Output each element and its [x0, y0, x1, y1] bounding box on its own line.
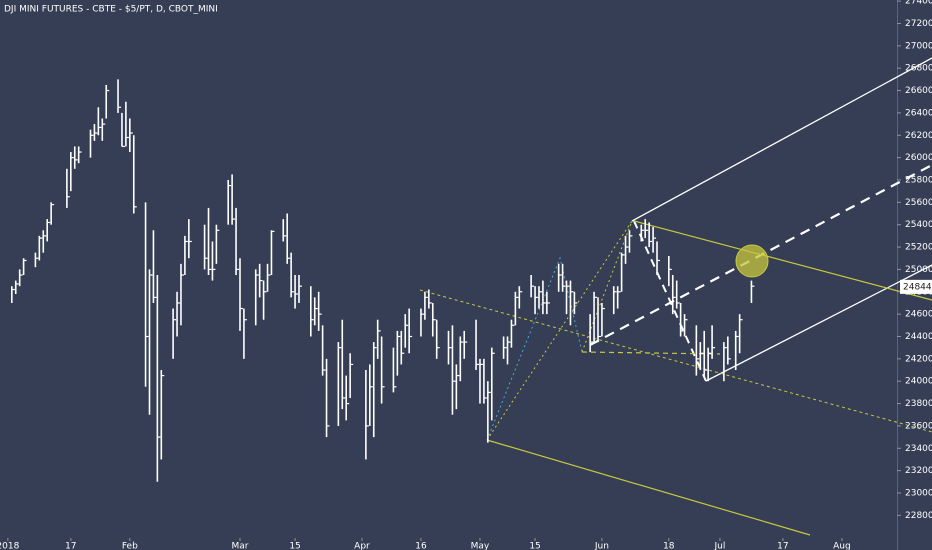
y-tick-label: 26800: [905, 64, 932, 74]
y-tick-label: 23000: [905, 488, 932, 498]
yellow-dashed: [419, 289, 932, 433]
x-tick-label: 17: [65, 542, 76, 550]
yellow-dotted: [581, 220, 633, 353]
y-tick-label: 26600: [905, 86, 932, 96]
y-tick-label: 23400: [905, 444, 932, 454]
y-tick-label: 24600: [905, 310, 932, 320]
x-tick-label: Aug: [833, 542, 851, 550]
blue-dotted: [486, 256, 583, 441]
pitchfork-upper: [631, 57, 932, 222]
x-tick-label: 18: [663, 542, 675, 550]
y-tick-label: 27400: [905, 0, 932, 7]
x-tick-label: 15: [529, 542, 540, 550]
y-tick-label: 27000: [905, 41, 932, 51]
y-tick-label: 26200: [905, 131, 932, 141]
pitchfork-lower: [705, 264, 932, 382]
y-tick-label: 23600: [905, 421, 932, 431]
yellow-line: [486, 439, 811, 536]
bars: [11, 79, 755, 482]
x-tick-label: 15: [289, 542, 300, 550]
y-tick-label: 27200: [905, 19, 932, 29]
x-tick-label: 2018: [0, 542, 20, 550]
x-tick-label: Feb: [122, 542, 138, 550]
y-tick-label: 24000: [905, 377, 932, 387]
y-tick-label: 25400: [905, 220, 932, 230]
y-tick-label: 25200: [905, 243, 932, 253]
y-tick-label: 26400: [905, 108, 932, 118]
y-tick-label: 24400: [905, 332, 932, 342]
x-tick-label: Jun: [594, 542, 609, 550]
yellow-dotted: [486, 220, 633, 441]
last-price-box: [900, 279, 932, 294]
x-tick-label: Apr: [354, 542, 370, 550]
y-tick-label: 26000: [905, 153, 932, 163]
x-tick-label: Jul: [714, 542, 726, 550]
y-tick-label: 22800: [905, 511, 932, 521]
y-tick-label: 23200: [905, 466, 932, 476]
x-tick-label: Mar: [231, 542, 248, 550]
yellow-line: [633, 220, 932, 301]
drawings: [419, 57, 932, 536]
y-tick-label: 25800: [905, 175, 932, 185]
target-circle: [735, 244, 769, 278]
y-tick-label: 24200: [905, 354, 932, 364]
last-price-label: 24844: [903, 282, 932, 292]
y-tick-label: 25000: [905, 265, 932, 275]
trend-dashed: [633, 220, 707, 382]
y-tick-label: 25600: [905, 198, 932, 208]
chart-title: DJI MINI FUTURES - CBTE - $5/PT, D, CBOT…: [4, 5, 218, 15]
x-tick-label: 17: [777, 542, 788, 550]
y-tick-label: 23800: [905, 399, 932, 409]
x-tick-label: 16: [415, 542, 427, 550]
x-tick-label: May: [471, 542, 490, 550]
